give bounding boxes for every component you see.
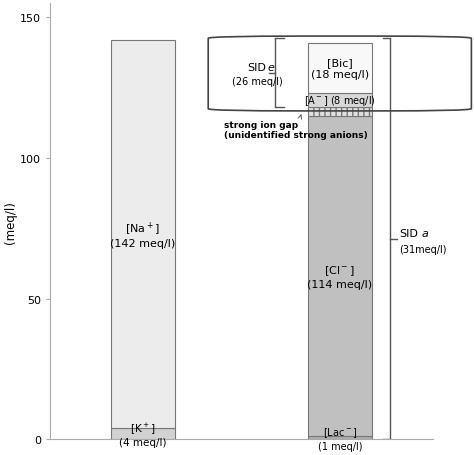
Text: [K$^+$]
(4 meq/l): [K$^+$] (4 meq/l): [119, 420, 166, 447]
Text: [Na$^+$]
(142 meq/l): [Na$^+$] (142 meq/l): [110, 220, 175, 249]
Text: e: e: [267, 63, 274, 73]
Bar: [308, 44, 372, 94]
Text: [Bic]
(18 meq/l): [Bic] (18 meq/l): [311, 58, 369, 80]
Text: SID: SID: [400, 229, 419, 238]
Text: [Lac$^-$]
(1 meq/l): [Lac$^-$] (1 meq/l): [318, 425, 362, 450]
Text: [A$^-$] (8 meq/l): [A$^-$] (8 meq/l): [304, 94, 376, 108]
Bar: [308, 94, 372, 108]
Bar: [308, 116, 372, 436]
Bar: [111, 428, 174, 439]
Bar: [308, 436, 372, 439]
Y-axis label: (meq/l): (meq/l): [4, 200, 17, 243]
Bar: [308, 108, 372, 116]
Text: strong ion gap
(unidentified strong anions): strong ion gap (unidentified strong anio…: [225, 115, 368, 140]
Bar: [111, 40, 174, 428]
Text: (31meq/l): (31meq/l): [400, 244, 447, 254]
Text: (26 meq/l): (26 meq/l): [231, 77, 283, 87]
Text: [Cl$^-$]
(114 meq/l): [Cl$^-$] (114 meq/l): [307, 264, 373, 289]
Text: a: a: [421, 229, 428, 238]
Text: SID: SID: [247, 63, 266, 73]
